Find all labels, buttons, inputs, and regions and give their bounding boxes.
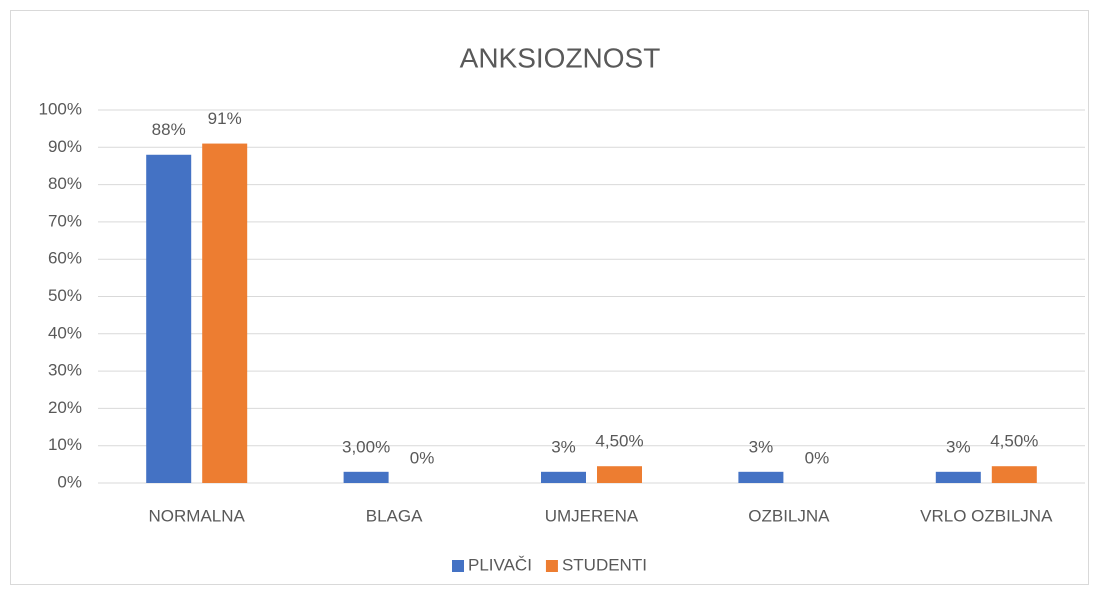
x-tick-label: UMJERENA <box>545 506 639 525</box>
bar <box>202 143 248 483</box>
y-tick-label: 50% <box>48 286 82 305</box>
bar <box>991 466 1037 483</box>
value-label: 3,00% <box>342 437 390 456</box>
value-label: 3% <box>946 437 971 456</box>
value-label: 91% <box>208 109 242 128</box>
value-label: 3% <box>749 437 774 456</box>
x-tick-label: BLAGA <box>366 506 423 525</box>
x-tick-label: OZBILJNA <box>748 506 830 525</box>
value-label: 0% <box>805 448 830 467</box>
y-tick-label: 10% <box>48 435 82 454</box>
legend-swatch <box>545 560 558 572</box>
bar <box>541 471 586 483</box>
chart-title: ANKSIOZNOST <box>460 42 661 73</box>
value-label: 4,50% <box>990 432 1038 451</box>
legend-swatch <box>452 560 464 572</box>
y-tick-label: 40% <box>48 323 82 342</box>
legend-label: STUDENTI <box>562 555 647 574</box>
y-tick-label: 30% <box>48 361 82 380</box>
y-tick-label: 0% <box>57 472 82 491</box>
bar <box>146 154 192 483</box>
y-tick-label: 60% <box>48 249 82 268</box>
x-tick-label: VRLO OZBILJNA <box>920 506 1053 525</box>
bar <box>935 471 981 483</box>
x-tick-label: NORMALNA <box>149 506 246 525</box>
y-tick-label: 80% <box>48 174 82 193</box>
bar <box>597 466 642 483</box>
y-tick-label: 90% <box>48 137 82 156</box>
y-tick-label: 100% <box>39 99 82 118</box>
bar <box>738 471 784 483</box>
value-label: 88% <box>152 120 186 139</box>
bar <box>343 471 389 483</box>
value-label: 0% <box>410 448 435 467</box>
value-label: 3% <box>551 437 576 456</box>
legend-label: PLIVAČI <box>468 555 532 574</box>
value-label: 4,50% <box>595 432 643 451</box>
y-tick-label: 70% <box>48 211 82 230</box>
y-tick-label: 20% <box>48 398 82 417</box>
